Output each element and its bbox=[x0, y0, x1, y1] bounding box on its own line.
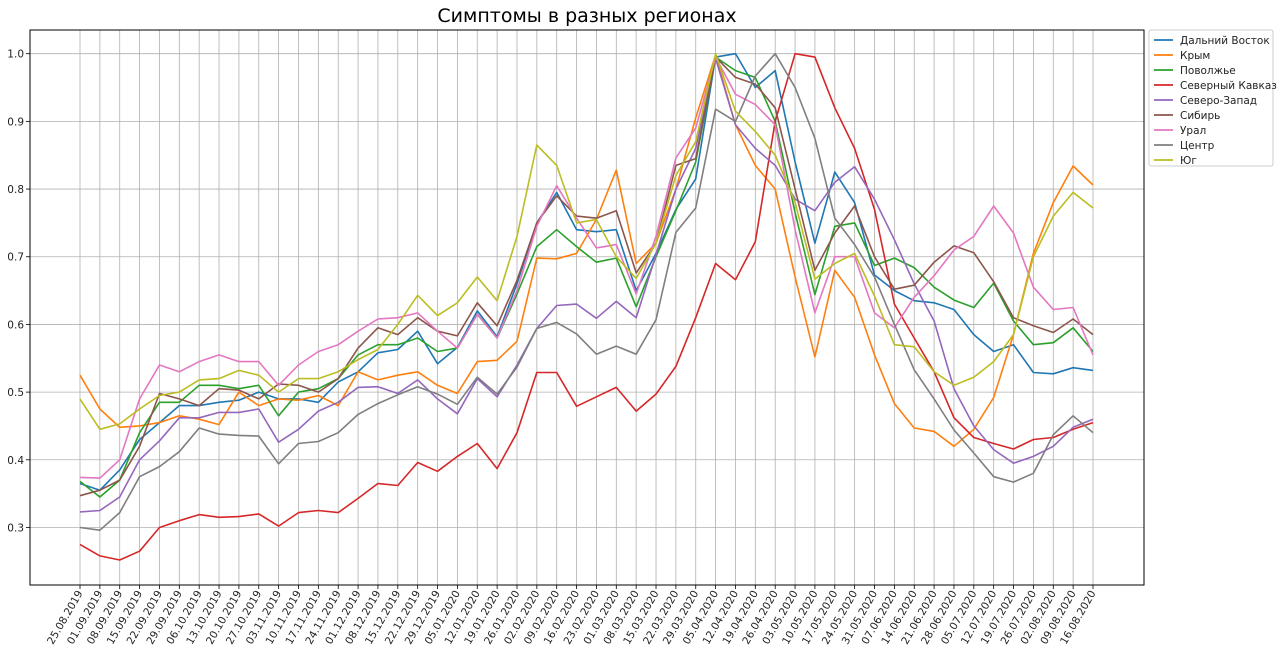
y-tick-label: 0.4 bbox=[7, 455, 24, 467]
series-line-7 bbox=[79, 52, 1094, 532]
series-line-8 bbox=[79, 52, 1094, 431]
legend-label: Дальний Восток bbox=[1180, 35, 1270, 47]
y-tick-label: 0.5 bbox=[7, 387, 24, 399]
series-line-4 bbox=[79, 57, 1094, 513]
legend-label: Сибирь bbox=[1180, 110, 1220, 122]
legend-label: Крым bbox=[1180, 50, 1210, 62]
legend-label: Северный Кавказ bbox=[1180, 80, 1277, 92]
legend-label: Поволжье bbox=[1180, 65, 1236, 77]
plot-frame bbox=[29, 29, 1145, 586]
legend-label: Центр bbox=[1180, 140, 1215, 152]
series-line-2 bbox=[79, 56, 1094, 498]
y-tick-label: 0.3 bbox=[7, 522, 24, 534]
x-axis: 25.08.201901.09.201908.09.201915.09.2019… bbox=[45, 585, 1099, 647]
y-tick-label: 0.8 bbox=[7, 184, 24, 196]
y-tick-label: 1.0 bbox=[7, 49, 24, 61]
y-tick-label: 0.6 bbox=[7, 319, 24, 331]
legend-box bbox=[1148, 29, 1274, 167]
series-line-0 bbox=[79, 52, 1094, 492]
series-line-3 bbox=[79, 52, 1094, 561]
series-line-1 bbox=[79, 54, 1094, 448]
legend-label: Северо-Запад bbox=[1180, 95, 1257, 107]
grid bbox=[30, 30, 1144, 585]
y-tick-label: 0.7 bbox=[7, 252, 24, 264]
legend-label: Урал bbox=[1180, 125, 1206, 137]
legend: Дальний Восток Крым Поволжье Северный Кавка… bbox=[1148, 29, 1277, 167]
y-tick-label: 0.9 bbox=[7, 116, 24, 128]
chart-title: Симптомы в разных регионах bbox=[437, 5, 736, 27]
series-line-6 bbox=[79, 56, 1094, 479]
series-lines bbox=[79, 52, 1094, 561]
series-line-5 bbox=[79, 56, 1094, 497]
y-axis: 0.3 0.4 0.5 0.6 0.7 0.8 0.9 1.0 bbox=[7, 49, 30, 534]
legend-label: Юг bbox=[1180, 155, 1197, 167]
